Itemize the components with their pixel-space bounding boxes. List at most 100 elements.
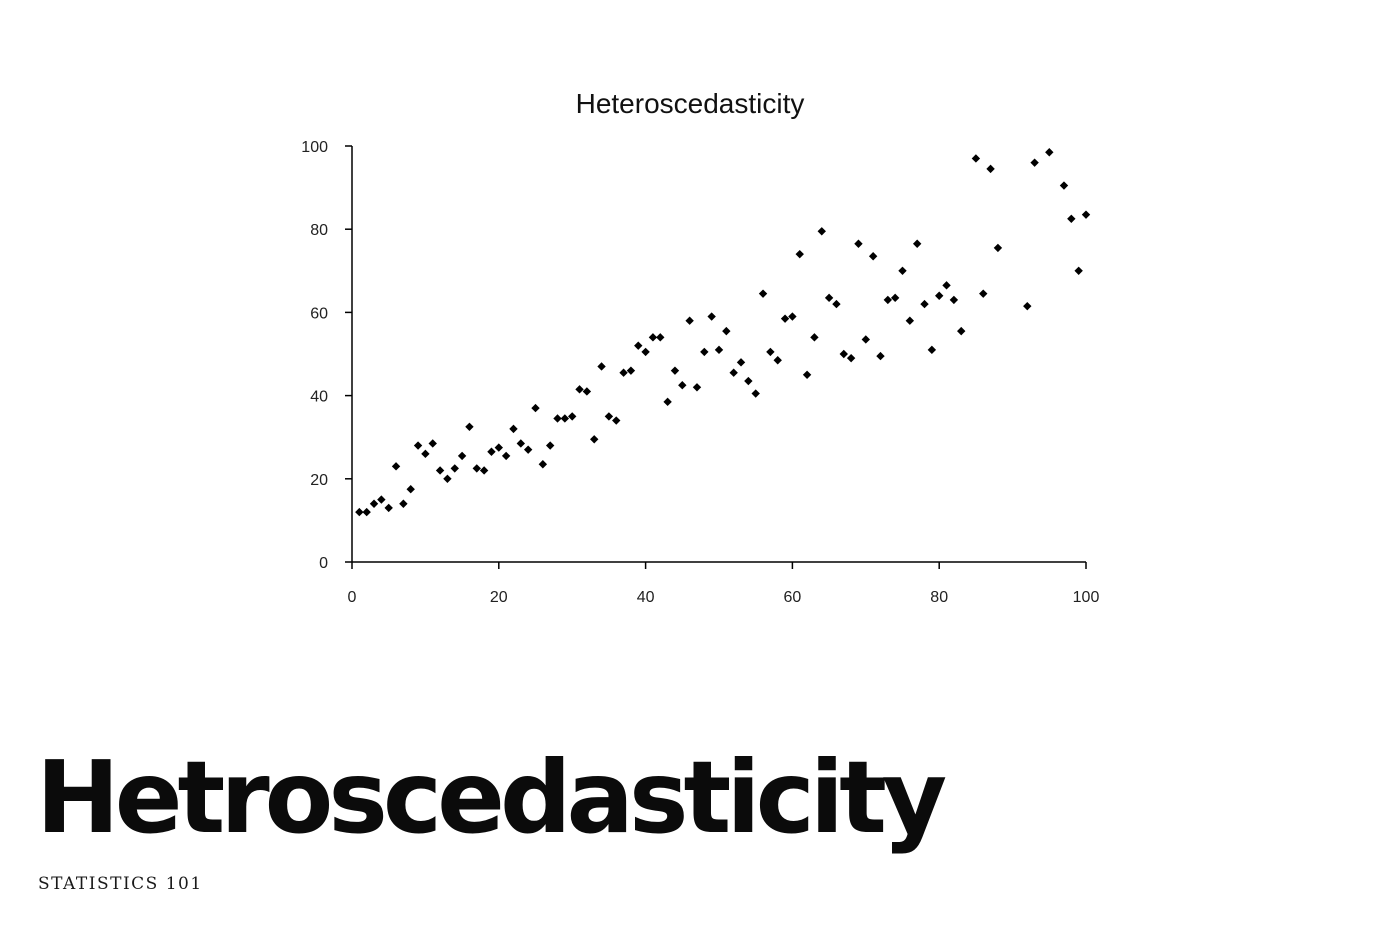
x-tick-label: 100 <box>1073 589 1100 606</box>
y-tick-label: 20 <box>310 472 328 489</box>
data-point <box>1030 158 1039 167</box>
data-point <box>824 293 834 303</box>
data-point <box>523 445 533 454</box>
data-point <box>1059 181 1069 190</box>
data-point <box>707 312 716 321</box>
data-point <box>736 358 746 367</box>
data-point <box>509 424 518 434</box>
data-point <box>986 164 995 174</box>
data-point <box>898 266 907 275</box>
data-point <box>832 299 841 309</box>
x-tick-label: 40 <box>637 589 655 606</box>
data-point <box>619 368 628 377</box>
y-tick-label: 40 <box>310 389 328 406</box>
data-point <box>773 356 782 365</box>
data-point <box>920 299 929 309</box>
data-point <box>1023 301 1032 311</box>
data-point <box>362 507 371 517</box>
data-point <box>656 333 665 342</box>
data-point <box>553 414 562 423</box>
data-point <box>634 341 643 350</box>
y-axis-ticks: 0 20 40 60 80 100 <box>301 139 352 572</box>
data-point <box>399 499 408 508</box>
data-point <box>876 351 885 361</box>
data-point <box>377 495 386 504</box>
data-point <box>421 449 430 459</box>
x-tick-label: 60 <box>784 589 802 606</box>
y-tick-label: 60 <box>310 305 328 322</box>
data-point <box>714 345 724 355</box>
data-point <box>663 397 672 407</box>
data-point <box>817 227 826 236</box>
data-point <box>479 466 489 475</box>
headline: Hetroscedasticity <box>36 739 947 856</box>
data-point <box>678 381 687 390</box>
y-tick-label: 0 <box>319 555 328 572</box>
data-point <box>612 416 621 425</box>
data-point <box>531 403 540 413</box>
data-point <box>839 349 848 359</box>
data-point <box>854 239 863 248</box>
data-point <box>487 447 496 456</box>
data-point <box>516 439 526 448</box>
x-axis-ticks: 0 20 40 60 80 100 <box>348 562 1100 606</box>
data-point <box>935 291 944 300</box>
data-point <box>648 333 658 342</box>
chart-title: Heteroscedasticity <box>576 88 805 119</box>
data-point <box>810 333 819 342</box>
y-tick-label: 80 <box>310 222 328 239</box>
data-point <box>369 499 379 508</box>
data-point <box>465 422 474 431</box>
data-point <box>590 435 599 444</box>
data-point <box>700 347 709 357</box>
data-point <box>472 464 481 473</box>
data-point <box>685 316 694 325</box>
data-point <box>355 507 364 517</box>
y-tick-label: 100 <box>301 139 328 156</box>
data-point <box>501 451 511 461</box>
x-tick-label: 20 <box>490 589 508 606</box>
data-point <box>626 366 636 375</box>
data-point <box>957 326 966 336</box>
data-point <box>560 414 570 423</box>
data-point <box>802 370 812 379</box>
data-point <box>604 412 614 421</box>
data-point <box>927 345 937 355</box>
data-point <box>1067 214 1076 223</box>
data-point <box>788 312 797 321</box>
data-point <box>1045 148 1054 157</box>
data-point <box>494 443 503 452</box>
data-point <box>568 412 577 421</box>
data-point <box>670 366 680 375</box>
data-point <box>435 466 445 475</box>
data-point <box>744 376 753 386</box>
data-point <box>597 362 606 371</box>
data-point <box>846 353 856 363</box>
data-point <box>413 441 423 450</box>
data-point <box>861 335 870 344</box>
data-point <box>428 439 437 448</box>
scatter-chart: Heteroscedasticity 0 20 40 60 80 100 0 20 40 60 8… <box>301 88 1100 606</box>
data-point <box>722 326 731 336</box>
data-point <box>795 249 804 259</box>
data-point <box>890 293 900 303</box>
data-point <box>942 281 951 290</box>
data-point <box>1074 266 1083 275</box>
data-point <box>1081 210 1091 219</box>
x-tick-label: 80 <box>930 589 948 606</box>
data-point <box>780 314 790 323</box>
data-point <box>692 383 702 392</box>
data-point <box>949 295 959 305</box>
data-point <box>538 460 548 469</box>
data-point <box>993 243 1003 253</box>
data-points <box>355 148 1091 517</box>
data-point <box>575 385 584 394</box>
x-tick-label: 0 <box>348 589 357 606</box>
data-point <box>450 464 459 473</box>
data-point <box>641 347 650 357</box>
data-point <box>971 154 981 163</box>
data-point <box>457 451 467 461</box>
data-point <box>766 347 775 357</box>
data-point <box>912 239 922 248</box>
data-point <box>979 289 988 298</box>
